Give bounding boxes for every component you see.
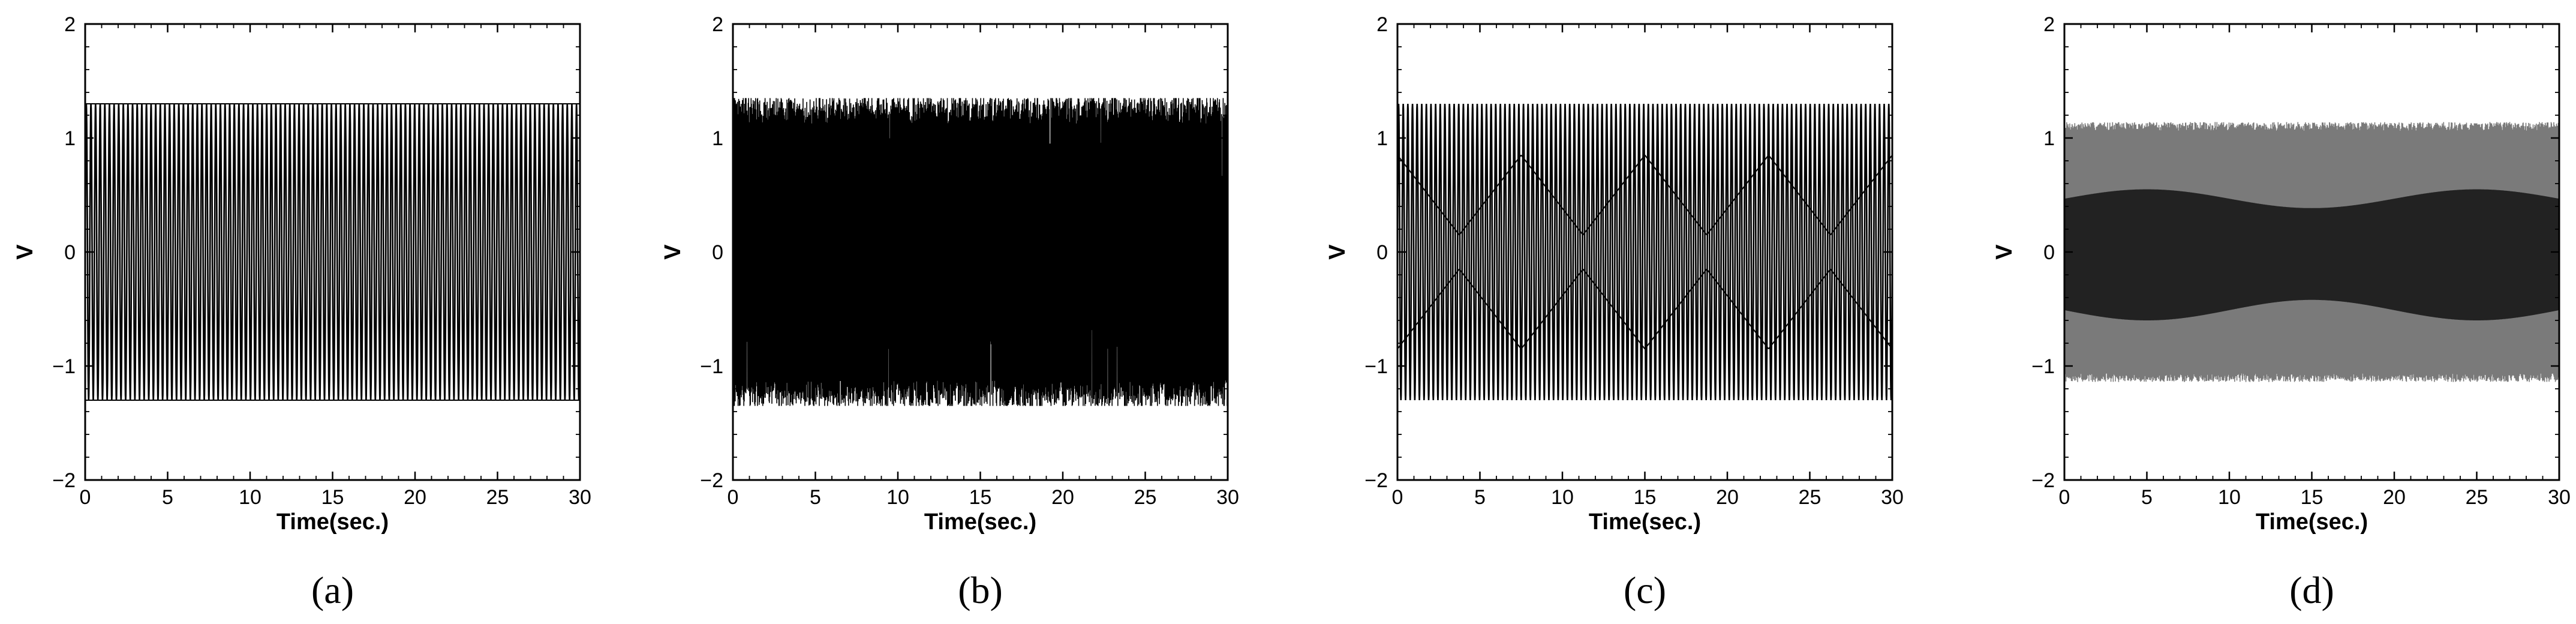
beat-pattern [85,103,580,401]
y-tick-label: 1 [2043,127,2055,150]
x-axis-title: Time(sec.) [924,509,1036,535]
x-tick-label: 0 [1392,486,1403,509]
beat-envelope-upper [1520,154,1584,236]
x-axis-title: Time(sec.) [2256,509,2368,535]
y-tick-label: 0 [2043,241,2055,264]
y-axis-title: V [1992,244,2017,260]
x-tick-label: 10 [886,486,909,509]
beat-envelope-upper [1397,154,1460,236]
y-tick-label: 1 [64,127,76,150]
x-tick-label: 30 [569,486,591,509]
y-tick-label: −1 [52,355,76,378]
x-tick-label: 20 [2383,486,2406,509]
signal-line [85,103,580,401]
x-tick-label: 30 [1881,486,1904,509]
chart-panel-3: 0 5 10 15 20 25 30 −2 −1 0 1 2 Time(sec.) V (c) [1325,13,1904,611]
x-tick-label: 20 [404,486,426,509]
x-tick-label: 25 [2466,486,2488,509]
x-tick-label: 15 [321,486,344,509]
series-group [85,103,580,401]
beat-envelope-lower [1830,268,1892,350]
beat-envelope-lower [1644,268,1708,350]
signal-core-line [2064,189,2559,321]
x-tick-label: 25 [486,486,509,509]
x-tick-label: 15 [1634,486,1657,509]
x-tick-label: 20 [1051,486,1074,509]
y-tick-label: 0 [1376,241,1388,264]
x-tick-label: 0 [728,486,739,509]
y-tick-label: −1 [700,355,723,378]
y-tick-label: 2 [64,13,76,36]
signal-line [733,98,1228,406]
x-tick-label: 0 [80,486,91,509]
y-tick-label: −2 [52,469,76,492]
series-group [2064,122,2559,382]
x-tick-label: 5 [162,486,173,509]
chart-panel-4: 0 5 10 15 20 25 30 −2 −1 0 1 2 Time(sec.) V (d) [1992,13,2571,611]
x-tick-label: 25 [1134,486,1157,509]
y-axis-title: V [13,244,38,260]
x-tick-label: 30 [2548,486,2571,509]
y-tick-label: 2 [1376,13,1388,36]
beat-envelope-lower [1520,268,1584,350]
beat-pattern [1397,154,1892,350]
y-tick-label: 2 [712,13,723,36]
signal-line [1397,103,1892,401]
panel-label: (a) [311,569,354,611]
y-tick-label: 0 [64,241,76,264]
y-axis-title: V [1325,244,1350,260]
y-axis-title: V [660,244,686,260]
beat-envelope-upper [1830,154,1892,236]
x-tick-label: 5 [2141,486,2153,509]
beat-envelope-upper [1459,154,1522,236]
y-tick-label: 0 [712,241,723,264]
beat-envelope-lower [1459,268,1522,350]
y-tick-label: 1 [712,127,723,150]
y-tick-label: −2 [1364,469,1388,492]
series-group [733,98,1228,406]
x-tick-label: 10 [2218,486,2241,509]
series-group [1397,103,1892,401]
x-tick-label: 25 [1799,486,1821,509]
x-tick-label: 5 [810,486,821,509]
x-tick-label: 5 [1474,486,1486,509]
beat-envelope-upper [1644,154,1708,236]
beat-envelope-lower [1706,268,1769,350]
x-tick-label: 10 [239,486,261,509]
panel-label: (b) [958,569,1003,611]
panel-label: (c) [1624,569,1666,611]
beat-envelope-lower [1768,268,1831,350]
y-tick-label: −2 [2031,469,2055,492]
y-tick-label: 2 [2043,13,2055,36]
x-tick-label: 15 [2301,486,2323,509]
chart-panel-2: 0 5 10 15 20 25 30 −2 −1 0 1 2 Time(sec.) V (b) [660,13,1239,611]
beat-envelope-upper [1582,154,1646,236]
x-tick-label: 15 [969,486,992,509]
chart-panel-1: 0 5 10 15 20 25 30 −2 −1 0 1 2 Time(sec.) V (a) [13,13,591,611]
x-tick-label: 10 [1551,486,1574,509]
x-axis-title: Time(sec.) [1589,509,1701,535]
y-tick-label: −2 [700,469,723,492]
beat-envelope-upper [1768,154,1831,236]
x-tick-label: 20 [1716,486,1739,509]
x-tick-label: 0 [2059,486,2070,509]
y-tick-label: −1 [1364,355,1388,378]
y-tick-label: 1 [1376,127,1388,150]
x-axis-title: Time(sec.) [276,509,389,535]
beat-envelope-lower [1582,268,1646,350]
beat-envelope-lower [1397,268,1460,350]
y-tick-label: −1 [2031,355,2055,378]
panel-label: (d) [2289,569,2334,611]
x-tick-label: 30 [1216,486,1239,509]
beat-envelope-upper [1706,154,1769,236]
